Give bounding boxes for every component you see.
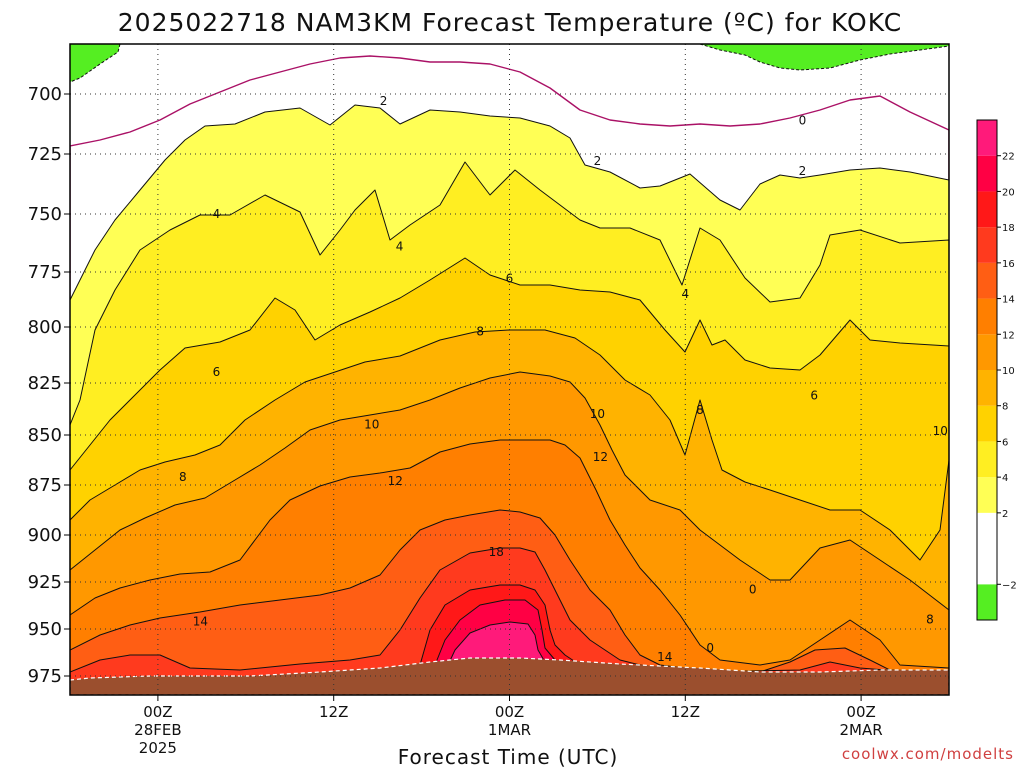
contour-label-23: 0	[706, 641, 714, 655]
y-tick-label-800: 800	[28, 317, 62, 338]
colorbar-bin-9	[977, 262, 997, 299]
ground-surface	[70, 657, 949, 695]
colorbar-bin-2	[977, 512, 997, 549]
x-tick-label-30-0: 00Z	[495, 703, 524, 721]
y-tick-label-775: 775	[28, 262, 62, 283]
contour-label-2: 2	[799, 164, 807, 178]
contour-label-18: 12	[593, 450, 608, 464]
colorbar-tick-label-10: 10	[1002, 366, 1015, 377]
colorbar-tick-label-8: 8	[1002, 402, 1008, 413]
x-tick-label-6-0: 00Z	[143, 703, 172, 721]
y-tick-label-975: 975	[28, 666, 62, 687]
y-tick-label-850: 850	[28, 425, 62, 446]
contour-label-0: 2	[380, 94, 388, 108]
contour-label-19: 14	[193, 614, 208, 628]
contour-label-4: 4	[213, 207, 221, 221]
y-tick-label-950: 950	[28, 619, 62, 640]
colorbar-tick-label-16: 16	[1002, 259, 1015, 270]
colorbar-bin-5	[977, 405, 997, 442]
contour-label-8: 6	[506, 272, 514, 286]
contour-label-14: 10	[364, 418, 379, 432]
y-tick-label-825: 825	[28, 373, 62, 394]
plot-area: 2 2 2 0 4 4 4 6 6 6 8 8 8 8 10 10 10 12 12 14 14 18 0 0 700 725 75…	[28, 43, 950, 757]
y-tick-label-750: 750	[28, 204, 62, 225]
colorbar-bin-4	[977, 441, 997, 478]
temperature-field: 2 2 2 0 4 4 4 6 6 6 8 8 8 8 10 10 10 12 12 14 14 18 0 0	[70, 44, 949, 695]
contour-label-7: 6	[213, 365, 221, 379]
colorbar-tick-label-12: 12	[1002, 330, 1015, 341]
colorbar-bin-10	[977, 227, 997, 263]
x-tick-label-30-1: 1MAR	[488, 721, 531, 739]
x-tick-label-54-0: 00Z	[846, 703, 875, 721]
y-tick-label-900: 900	[28, 525, 62, 546]
contour-label-5: 4	[396, 239, 404, 253]
x-tick-label-54-1: 2MAR	[840, 721, 883, 739]
x-tick-label-42-0: 12Z	[671, 703, 700, 721]
contour-label-9: 6	[810, 388, 818, 402]
colorbar-tick-label-2: 2	[1002, 509, 1008, 520]
contour-label-15: 10	[590, 407, 605, 421]
contour-label-3: 0	[799, 113, 807, 127]
x-tick-label-6-1: 28FEB	[134, 721, 181, 739]
contour-label-6: 4	[681, 287, 689, 301]
colorbar-bin-12	[977, 155, 997, 192]
credit-text: coolwx.com/modelts	[842, 745, 1014, 763]
contour-label-17: 12	[388, 474, 403, 488]
contour-label-22: 0	[749, 583, 757, 597]
chart-title: 2025022718 NAM3KM Forecast Temperature (…	[118, 8, 902, 37]
contour-label-16: 10	[933, 424, 948, 438]
contour-label-20: 14	[657, 650, 672, 664]
y-tick-label-875: 875	[28, 475, 62, 496]
x-tick-label-6-2: 2025	[139, 739, 177, 757]
colorbar-bin-6	[977, 370, 997, 406]
colorbar-bin-1	[977, 548, 997, 585]
y-tick-label-725: 725	[28, 144, 62, 165]
colorbar: −2 2 4 6 8 10 12 14 16 18 20 22	[976, 119, 1017, 621]
contour-label-21: 18	[489, 545, 504, 559]
contour-label-13: 8	[926, 613, 934, 627]
colorbar-bin-3	[977, 477, 997, 513]
x-tick-label-18-0: 12Z	[319, 703, 348, 721]
contour-label-10: 8	[476, 324, 484, 338]
colorbar-tick-label-22: 22	[1002, 152, 1015, 163]
cold-region-0	[70, 44, 121, 83]
colorbar-bin-13	[977, 120, 997, 156]
colorbar-bin-11	[977, 191, 997, 228]
contour-label-11: 8	[179, 470, 187, 484]
y-tick-label-925: 925	[28, 572, 62, 593]
colorbar-tick-label-6: 6	[1002, 437, 1008, 448]
colorbar-bin-7	[977, 334, 997, 370]
cold-region-1	[665, 44, 949, 71]
colorbar-tick-label-4: 4	[1002, 473, 1008, 484]
colorbar-bin-0	[977, 584, 997, 620]
colorbar-bin-8	[977, 298, 997, 335]
contour-label-12: 8	[696, 403, 704, 417]
colorbar-tick-label--2: −2	[1002, 580, 1017, 591]
colorbar-tick-label-18: 18	[1002, 223, 1015, 234]
colorbar-tick-label-20: 20	[1002, 187, 1015, 198]
y-tick-label-700: 700	[28, 84, 62, 105]
colorbar-tick-label-14: 14	[1002, 295, 1015, 306]
x-axis-label: Forecast Time (UTC)	[398, 745, 619, 768]
contour-label-1: 2	[594, 154, 602, 168]
